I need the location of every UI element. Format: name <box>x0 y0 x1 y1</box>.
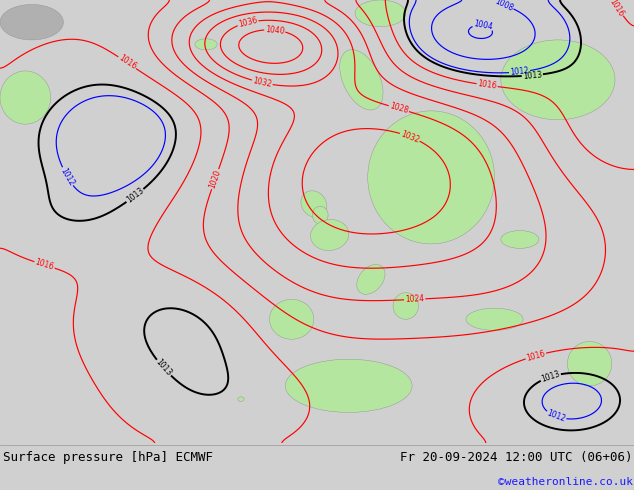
Ellipse shape <box>501 40 615 120</box>
Text: 1016: 1016 <box>117 53 138 72</box>
Ellipse shape <box>0 4 63 40</box>
Text: 1012: 1012 <box>58 166 76 187</box>
Ellipse shape <box>466 308 523 330</box>
Ellipse shape <box>195 39 217 50</box>
Ellipse shape <box>340 49 383 110</box>
Ellipse shape <box>567 342 612 386</box>
Text: Surface pressure [hPa] ECMWF: Surface pressure [hPa] ECMWF <box>3 451 213 464</box>
Text: 1008: 1008 <box>493 0 514 13</box>
Text: ©weatheronline.co.uk: ©weatheronline.co.uk <box>498 477 633 487</box>
Text: 1013: 1013 <box>154 358 174 378</box>
Text: 1024: 1024 <box>405 294 425 304</box>
Text: 1013: 1013 <box>125 186 145 205</box>
Ellipse shape <box>311 220 349 250</box>
Ellipse shape <box>269 299 314 339</box>
Text: Fr 20-09-2024 12:00 UTC (06+06): Fr 20-09-2024 12:00 UTC (06+06) <box>400 451 633 464</box>
Text: 1040: 1040 <box>265 24 285 36</box>
Text: 1016: 1016 <box>477 79 497 91</box>
Ellipse shape <box>301 191 327 217</box>
Text: 1032: 1032 <box>252 76 273 89</box>
Ellipse shape <box>0 71 51 124</box>
Text: 1004: 1004 <box>473 19 493 32</box>
Ellipse shape <box>355 0 406 26</box>
Ellipse shape <box>312 206 328 224</box>
Text: 1013: 1013 <box>540 369 561 384</box>
Ellipse shape <box>285 359 412 413</box>
Text: 1012: 1012 <box>510 67 529 77</box>
Text: 1028: 1028 <box>389 101 410 116</box>
Text: 1012: 1012 <box>546 409 567 424</box>
Text: 1013: 1013 <box>522 70 542 81</box>
Text: 1032: 1032 <box>399 129 420 145</box>
Ellipse shape <box>238 397 244 401</box>
Ellipse shape <box>357 265 385 294</box>
Text: 1016: 1016 <box>526 349 547 363</box>
Text: 1036: 1036 <box>237 16 258 29</box>
Ellipse shape <box>501 231 539 248</box>
Ellipse shape <box>393 293 418 319</box>
Text: 1020: 1020 <box>208 169 223 190</box>
Text: 1016: 1016 <box>34 258 55 272</box>
Ellipse shape <box>368 111 495 244</box>
Text: 1016: 1016 <box>608 0 626 18</box>
